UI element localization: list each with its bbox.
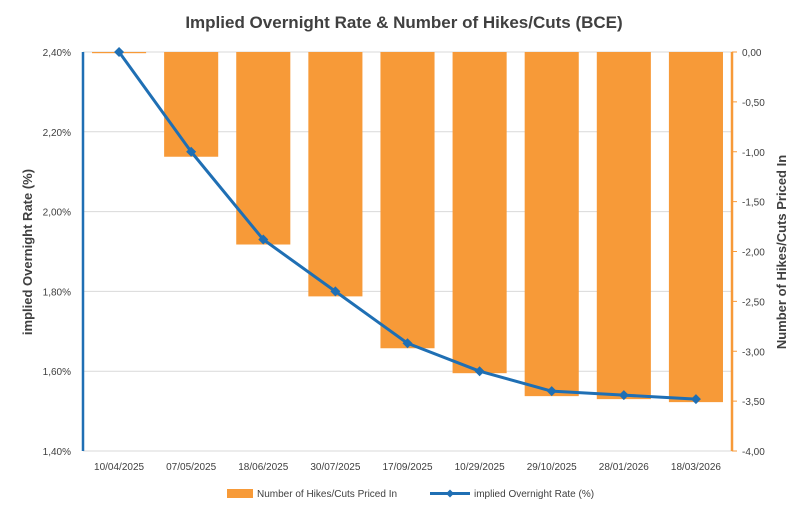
bar xyxy=(236,52,291,245)
right-tick-label: -1,50 xyxy=(742,198,765,209)
right-tick-label: -2,50 xyxy=(742,297,765,308)
x-tick-label: 18/03/2026 xyxy=(671,462,721,473)
bar xyxy=(524,52,579,397)
x-tick-label: 30/07/2025 xyxy=(310,462,360,473)
rate-point xyxy=(618,390,629,401)
right-tick-label: -0,50 xyxy=(742,98,765,109)
x-tick-label: 29/10/2025 xyxy=(527,462,577,473)
bar xyxy=(380,52,435,349)
chart-title: Implied Overnight Rate & Number of Hikes… xyxy=(185,13,622,32)
left-tick-label: 1,80% xyxy=(43,287,71,298)
legend-swatch-bar xyxy=(227,489,253,498)
x-tick-label: 07/05/2025 xyxy=(166,462,216,473)
rate-point xyxy=(114,47,125,57)
x-tick-label: 17/09/2025 xyxy=(382,462,432,473)
legend-label-bar: Number of Hikes/Cuts Priced In xyxy=(257,489,397,500)
right-tick-label: 0,00 xyxy=(742,48,762,59)
legend-swatch-marker xyxy=(446,489,454,498)
right-tick-label: -4,00 xyxy=(742,447,765,458)
right-axis-title: Number of Hikes/Cuts Priced In xyxy=(774,155,789,349)
left-tick-label: 1,40% xyxy=(43,447,71,458)
left-tick-label: 2,20% xyxy=(43,128,71,139)
left-tick-label: 1,60% xyxy=(43,367,71,378)
bar-series-hikes-cuts xyxy=(92,52,723,403)
x-tick-label: 28/01/2026 xyxy=(599,462,649,473)
right-axis-ticks: -4,00 -3,50 -3,00 -2,50 -2,00 -1,50 -1,00 -0,50… xyxy=(732,48,765,458)
rate-point xyxy=(690,394,701,405)
rate-point xyxy=(330,286,341,297)
left-axis-title: implied Overnight Rate (%) xyxy=(20,169,35,335)
legend-label-line: implied Overnight Rate (%) xyxy=(474,489,594,500)
left-axis-ticks: 1,40% 1,60% 1,80% 2,00% 2,20% 2,40% xyxy=(43,48,71,458)
right-tick-label: -3,00 xyxy=(742,347,765,358)
rate-point xyxy=(546,386,557,397)
x-axis-ticks: 10/04/2025 07/05/2025 18/06/2025 30/07/2025… xyxy=(94,462,721,473)
left-tick-label: 2,00% xyxy=(43,208,71,219)
legend: Number of Hikes/Cuts Priced In implied O… xyxy=(227,489,594,500)
bar xyxy=(668,52,723,403)
rate-point xyxy=(186,146,197,157)
rate-point xyxy=(474,366,485,377)
bar xyxy=(452,52,507,374)
x-tick-label: 10/04/2025 xyxy=(94,462,144,473)
right-tick-label: -3,50 xyxy=(742,397,765,408)
bar xyxy=(308,52,363,297)
bar xyxy=(164,52,219,157)
x-tick-label: 10/29/2025 xyxy=(455,462,505,473)
x-tick-label: 18/06/2025 xyxy=(238,462,288,473)
rate-point xyxy=(258,234,269,245)
bar xyxy=(596,52,651,400)
rate-point xyxy=(402,338,413,349)
right-tick-label: -2,00 xyxy=(742,248,765,259)
line-series-overnight-rate xyxy=(114,47,701,405)
right-tick-label: -1,00 xyxy=(742,148,765,159)
left-tick-label: 2,40% xyxy=(43,48,71,59)
